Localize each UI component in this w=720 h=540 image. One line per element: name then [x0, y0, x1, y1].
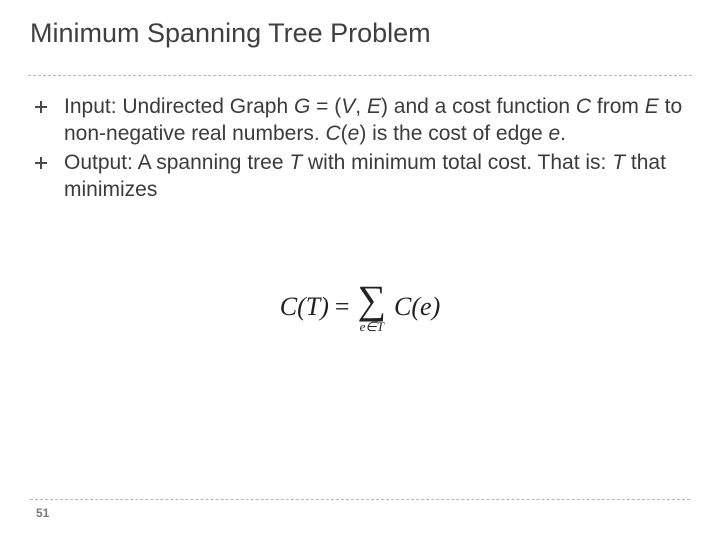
footer-divider [30, 499, 690, 500]
formula: C(T) = ∑ e∈T C(e) [280, 282, 441, 333]
bullet-marker-icon [34, 156, 48, 170]
bullet-item: Input: Undirected Graph G = (V, E) and a… [30, 94, 690, 148]
summation-icon: ∑ e∈T [358, 282, 387, 333]
formula-eq: = [335, 292, 350, 322]
bullet-prefix: Input: [64, 95, 122, 118]
formula-lhs: C(T) [280, 292, 329, 322]
bullet-rest: A spanning tree T with minimum total cos… [64, 151, 666, 201]
bullet-prefix: Output: [64, 151, 138, 174]
bullet-marker-icon [34, 100, 48, 114]
bullet-text: Output: A spanning tree T with minimum t… [64, 151, 666, 201]
slide-title: Minimum Spanning Tree Problem [30, 18, 690, 59]
slide-footer: 51 [30, 499, 690, 520]
bullet-text: Input: Undirected Graph G = (V, E) and a… [64, 95, 682, 145]
page-number: 51 [30, 506, 690, 520]
formula-rhs: C(e) [394, 292, 440, 322]
formula-region: C(T) = ∑ e∈T C(e) [30, 282, 690, 333]
bullet-list: Input: Undirected Graph G = (V, E) and a… [30, 94, 690, 204]
slide: Minimum Spanning Tree Problem Input: Und… [0, 0, 720, 540]
bullet-item: Output: A spanning tree T with minimum t… [30, 150, 690, 204]
sigma-symbol: ∑ [358, 282, 387, 318]
title-divider [28, 75, 692, 76]
sigma-limit: e∈T [360, 320, 384, 333]
bullet-rest: Undirected Graph G = (V, E) and a cost f… [64, 95, 682, 145]
